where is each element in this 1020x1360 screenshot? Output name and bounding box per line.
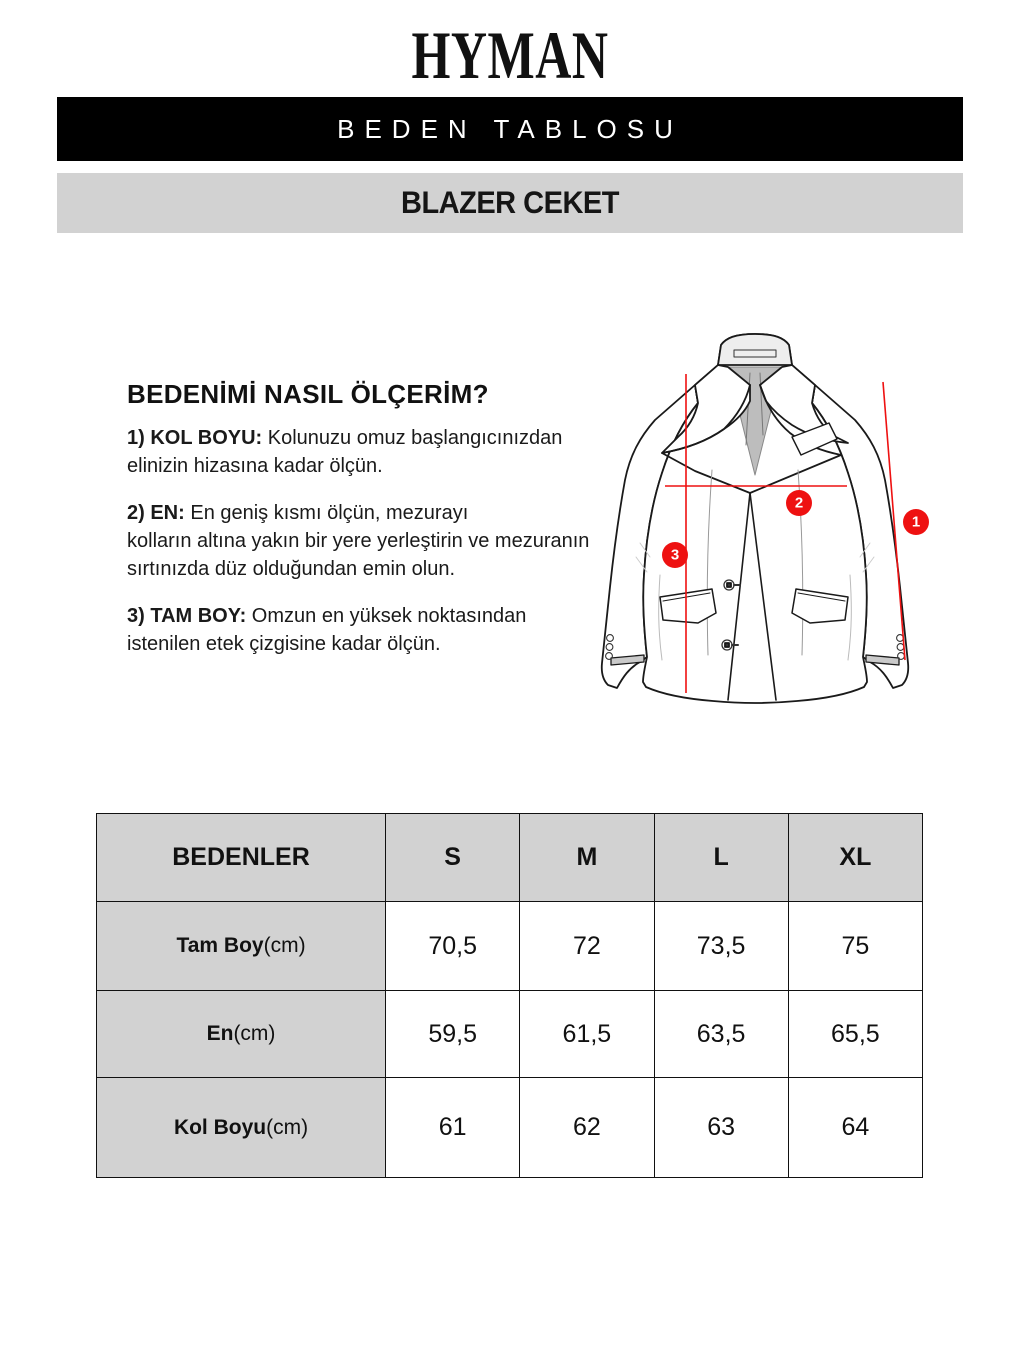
svg-text:3: 3 <box>671 547 679 564</box>
svg-text:2: 2 <box>795 495 803 512</box>
svg-text:1: 1 <box>912 514 920 531</box>
